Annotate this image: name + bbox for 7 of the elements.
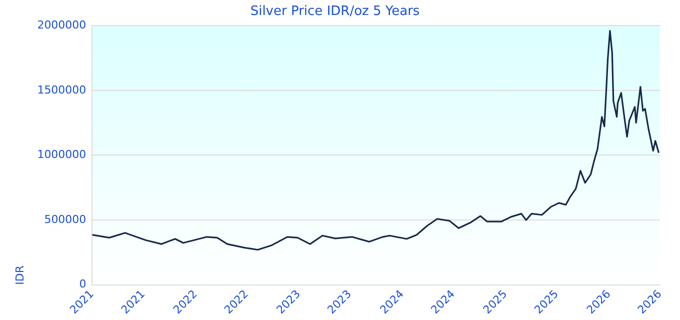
y-tick-label: 0 <box>79 278 86 291</box>
y-axis-title: IDR <box>13 265 26 285</box>
y-tick-label: 1500000 <box>37 83 86 96</box>
y-tick-label: 2000000 <box>37 18 86 32</box>
chart-title: Silver Price IDR/oz 5 Years <box>250 4 420 20</box>
y-tick-label: 1000000 <box>37 148 86 162</box>
y-tick-label: 500000 <box>44 212 86 226</box>
